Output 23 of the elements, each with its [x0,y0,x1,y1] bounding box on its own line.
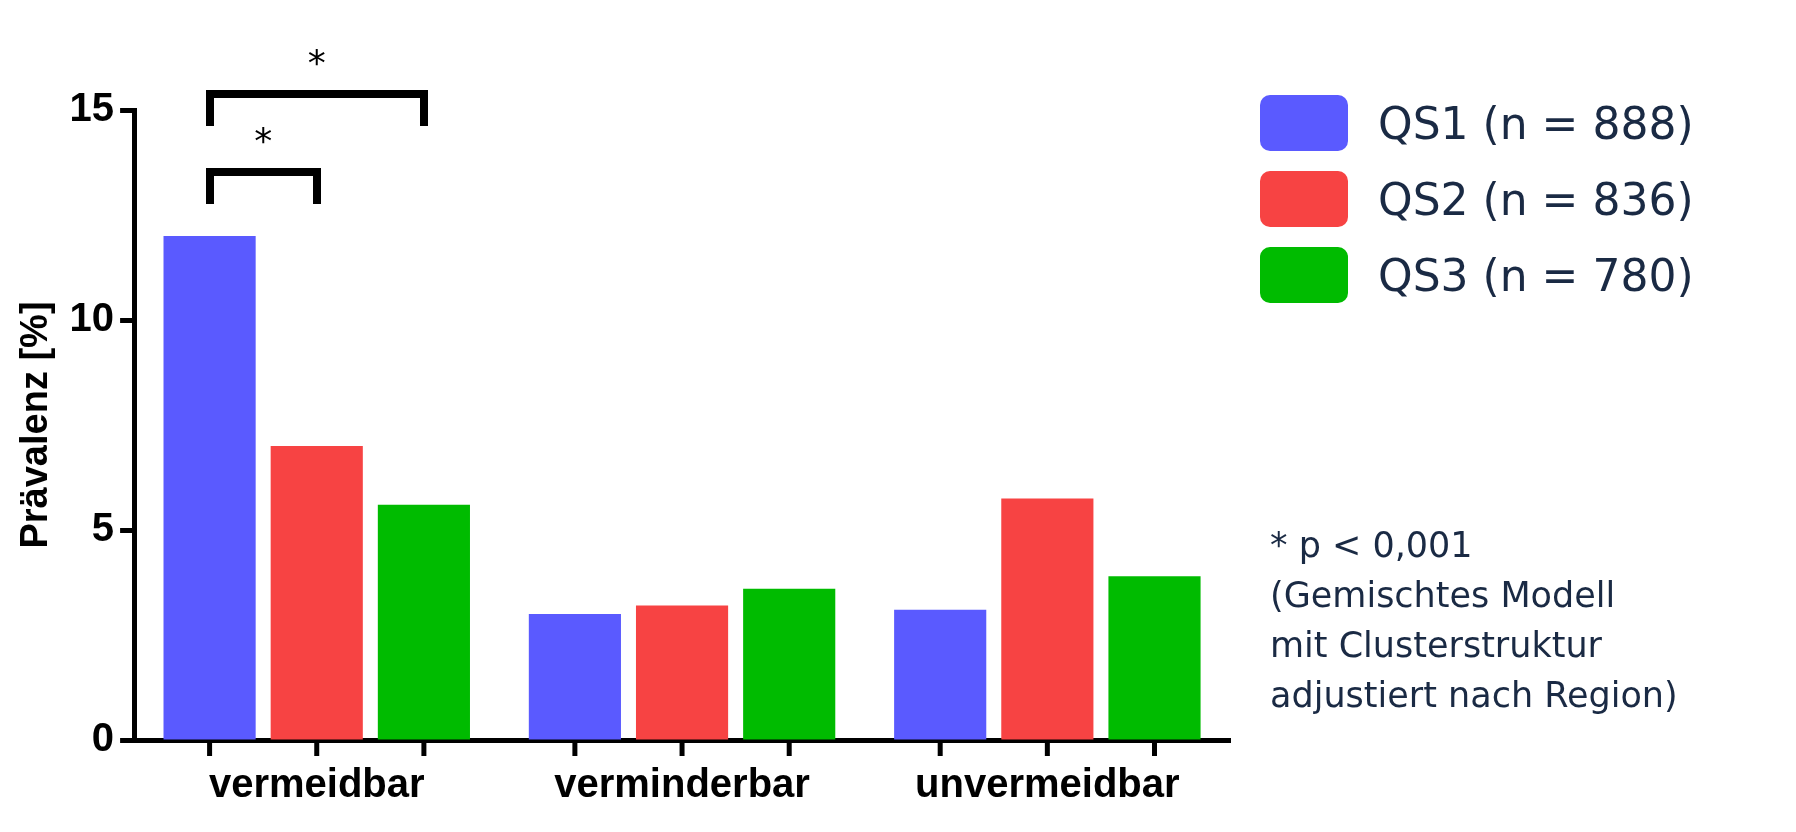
bar [635,605,729,740]
bar [1108,576,1201,740]
y-axis-title: Prävalenz [%] [13,301,56,549]
x-tick-label: unvermeidbar [915,761,1180,806]
x-tick-label: verminderbar [554,761,810,806]
bar [894,609,987,740]
legend-label: QS1 (n = 888) [1378,97,1694,149]
bar [163,236,256,740]
legend-label: QS2 (n = 836) [1378,173,1694,225]
legend-label: QS3 (n = 780) [1378,249,1694,301]
text: * p < 0,001 (Gemischtes Modell mit Clusterstruktur adjustiert nach Region) [1270,524,1678,717]
bar [270,446,363,740]
bar [743,588,836,740]
annotation: * [254,120,273,161]
bar [528,614,621,740]
text: * [307,42,326,83]
bar [1001,498,1094,740]
bar [377,504,470,740]
x-tick-label: vermeidbar [208,761,425,806]
y-tick-label: 10 [69,295,115,340]
y-tick-label: 15 [69,85,115,130]
y-tick-label: 0 [91,715,115,760]
y-tick-label: 5 [91,505,115,550]
